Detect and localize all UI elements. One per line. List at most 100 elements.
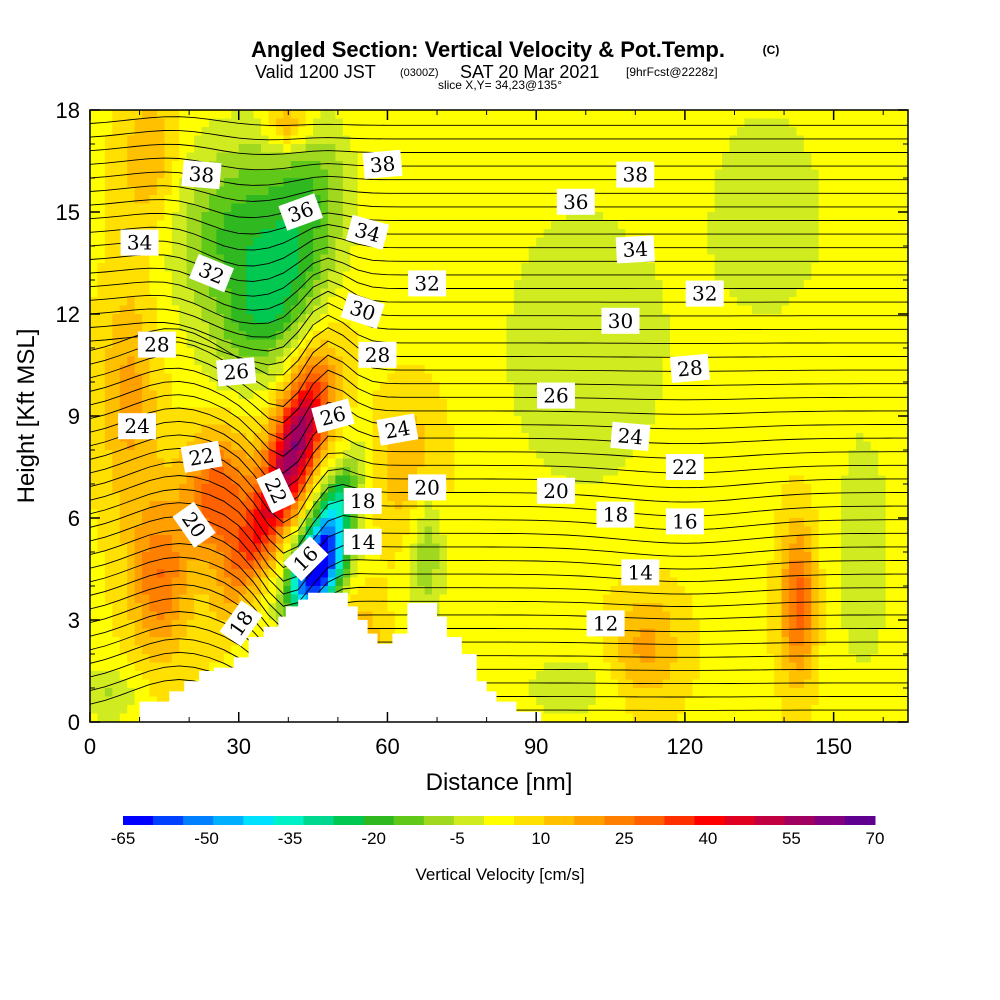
velocity-cell — [543, 535, 552, 545]
velocity-cell — [119, 161, 128, 171]
velocity-cell — [580, 569, 589, 579]
velocity-cell — [417, 509, 426, 519]
velocity-cell — [305, 390, 314, 400]
velocity-cell — [461, 390, 470, 400]
velocity-cell — [253, 331, 262, 341]
velocity-cell — [164, 450, 173, 460]
velocity-cell — [558, 263, 567, 273]
velocity-cell — [320, 348, 329, 358]
velocity-cell — [543, 637, 552, 647]
velocity-cell — [119, 713, 128, 722]
velocity-cell — [394, 237, 403, 247]
velocity-cell — [134, 467, 143, 477]
velocity-cell — [499, 314, 508, 324]
velocity-cell — [573, 628, 582, 638]
velocity-cell — [424, 416, 433, 426]
velocity-cell — [216, 339, 225, 349]
velocity-cell — [484, 560, 493, 570]
velocity-cell — [179, 356, 188, 366]
velocity-cell — [313, 152, 322, 162]
velocity-cell — [506, 696, 515, 706]
velocity-cell — [179, 560, 188, 570]
velocity-cell — [580, 671, 589, 681]
velocity-cell — [424, 263, 433, 273]
velocity-cell — [171, 305, 180, 315]
velocity-cell — [142, 297, 151, 307]
velocity-cell — [528, 475, 537, 485]
velocity-cell — [424, 339, 433, 349]
velocity-cell — [246, 288, 255, 298]
velocity-cell — [506, 263, 515, 273]
velocity-cell — [595, 688, 604, 698]
velocity-cell — [142, 305, 151, 315]
velocity-cell — [127, 543, 136, 553]
velocity-cell — [543, 594, 552, 604]
velocity-cell — [186, 433, 195, 443]
velocity-cell — [484, 110, 493, 120]
velocity-cell — [134, 620, 143, 630]
velocity-cell — [536, 679, 545, 689]
velocity-cell — [558, 552, 567, 562]
velocity-cell — [499, 637, 508, 647]
velocity-cell — [134, 110, 143, 120]
velocity-cell — [469, 441, 478, 451]
velocity-cell — [246, 501, 255, 511]
velocity-cell — [90, 450, 99, 460]
velocity-cell — [171, 297, 180, 307]
velocity-cell — [409, 203, 418, 213]
velocity-cell — [432, 458, 441, 468]
velocity-cell — [528, 348, 537, 358]
velocity-cell — [149, 577, 158, 587]
velocity-cell — [521, 161, 530, 171]
velocity-cell — [394, 586, 403, 596]
velocity-cell — [469, 475, 478, 485]
velocity-cell — [201, 118, 210, 128]
velocity-cell — [223, 535, 232, 545]
velocity-cell — [558, 339, 567, 349]
velocity-cell — [119, 467, 128, 477]
velocity-cell — [275, 543, 284, 553]
velocity-cell — [528, 203, 537, 213]
velocity-cell — [551, 322, 560, 332]
velocity-cell — [461, 407, 470, 417]
velocity-cell — [461, 288, 470, 298]
velocity-cell — [446, 594, 455, 604]
velocity-cell — [424, 161, 433, 171]
velocity-cell — [424, 373, 433, 383]
velocity-cell — [90, 637, 99, 647]
velocity-cell — [484, 348, 493, 358]
velocity-cell — [528, 637, 537, 647]
velocity-cell — [528, 161, 537, 171]
velocity-cell — [409, 356, 418, 366]
velocity-cell — [536, 569, 545, 579]
velocity-cell — [201, 365, 210, 375]
velocity-cell — [551, 552, 560, 562]
velocity-cell — [134, 373, 143, 383]
velocity-cell — [119, 637, 128, 647]
velocity-cell — [580, 526, 589, 536]
velocity-cell — [491, 365, 500, 375]
velocity-cell — [290, 229, 299, 239]
velocity-cell — [521, 654, 530, 664]
velocity-cell — [372, 458, 381, 468]
velocity-cell — [476, 560, 485, 570]
velocity-cell — [402, 118, 411, 128]
velocity-cell — [253, 195, 262, 205]
velocity-cell — [588, 713, 597, 722]
velocity-cell — [112, 433, 121, 443]
velocity-cell — [402, 535, 411, 545]
velocity-cell — [357, 186, 366, 196]
velocity-cell — [446, 526, 455, 536]
velocity-cell — [558, 603, 567, 613]
velocity-cell — [506, 450, 515, 460]
velocity-cell — [313, 135, 322, 145]
velocity-cell — [528, 458, 537, 468]
velocity-cell — [536, 518, 545, 528]
velocity-cell — [208, 467, 218, 477]
velocity-cell — [446, 110, 455, 120]
velocity-cell — [268, 229, 277, 239]
velocity-cell — [394, 348, 403, 358]
velocity-cell — [499, 280, 508, 290]
velocity-cell — [104, 492, 113, 502]
velocity-cell — [580, 161, 589, 171]
